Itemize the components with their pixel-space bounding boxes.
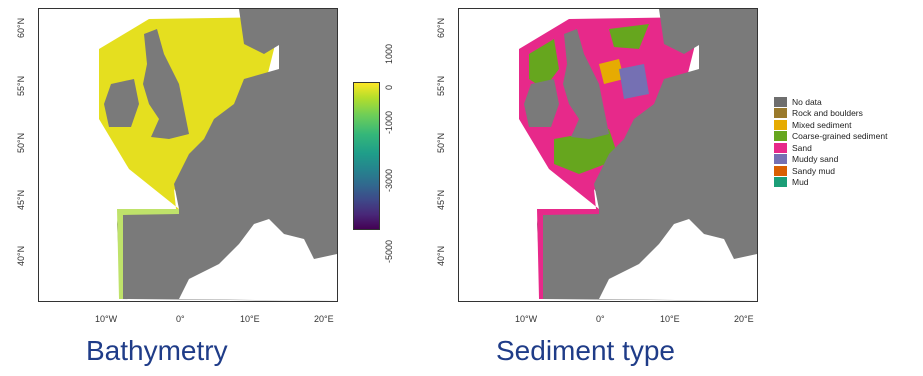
legend-label: Mud — [792, 177, 809, 187]
legend-label: Sand — [792, 143, 812, 153]
legend-label: Mixed sediment — [792, 120, 852, 130]
legend-swatch — [774, 108, 787, 118]
bathymetry-map — [39, 9, 337, 301]
legend-item: Rock and boulders — [774, 108, 887, 120]
legend-label: Coarse-grained sediment — [792, 131, 887, 141]
legend-label: No data — [792, 97, 822, 107]
x-tick-label: 10°W — [515, 314, 537, 324]
legend-swatch — [774, 154, 787, 164]
bathymetry-map-frame — [38, 8, 338, 302]
legend-label: Sandy mud — [792, 166, 835, 176]
y-tick-label: 40°N — [16, 246, 26, 266]
sediment-caption: Sediment type — [496, 335, 675, 367]
colorbar-tick-label: -3000 — [384, 169, 394, 192]
sediment-panel: 60°N 55°N 50°N 45°N 40°N 10°W 0° 10°E 20… — [420, 0, 760, 376]
colorbar-tick-label: 1000 — [384, 44, 394, 64]
legend-item: Sand — [774, 142, 887, 154]
x-tick-label: 20°E — [314, 314, 334, 324]
y-tick-label: 60°N — [16, 18, 26, 38]
y-tick-label: 50°N — [16, 133, 26, 153]
bathymetry-caption: Bathymetry — [86, 335, 228, 367]
x-tick-label: 0° — [596, 314, 605, 324]
x-tick-label: 0° — [176, 314, 185, 324]
x-tick-label: 10°W — [95, 314, 117, 324]
sediment-legend: No data Rock and boulders Mixed sediment Co… — [774, 96, 887, 188]
legend-swatch — [774, 120, 787, 130]
legend-swatch — [774, 177, 787, 187]
bathymetry-colorbar — [353, 82, 380, 230]
x-tick-label: 10°E — [240, 314, 260, 324]
legend-swatch — [774, 166, 787, 176]
legend-swatch — [774, 97, 787, 107]
y-tick-label: 55°N — [16, 76, 26, 96]
legend-swatch — [774, 143, 787, 153]
legend-item: Mixed sediment — [774, 119, 887, 131]
legend-swatch — [774, 131, 787, 141]
legend-item: No data — [774, 96, 887, 108]
x-tick-label: 20°E — [734, 314, 754, 324]
sediment-muddy-sand-patch — [619, 64, 649, 99]
colorbar-tick-label: -1000 — [384, 111, 394, 134]
colorbar-tick-label: -5000 — [384, 240, 394, 263]
bathymetry-panel: 60°N 55°N 50°N 45°N 40°N 10°W 0° 10°E 20… — [0, 0, 340, 376]
colorbar-tick-label: 0 — [384, 85, 394, 90]
legend-item: Sandy mud — [774, 165, 887, 177]
y-tick-label: 40°N — [436, 246, 446, 266]
legend-item: Coarse-grained sediment — [774, 131, 887, 143]
sediment-map-frame — [458, 8, 758, 302]
x-tick-label: 10°E — [660, 314, 680, 324]
y-tick-label: 60°N — [436, 18, 446, 38]
y-tick-label: 50°N — [436, 133, 446, 153]
legend-label: Rock and boulders — [792, 108, 863, 118]
y-tick-label: 45°N — [436, 190, 446, 210]
sediment-map — [459, 9, 757, 301]
legend-item: Mud — [774, 177, 887, 189]
legend-label: Muddy sand — [792, 154, 838, 164]
y-tick-label: 55°N — [436, 76, 446, 96]
legend-item: Muddy sand — [774, 154, 887, 166]
y-tick-label: 45°N — [16, 190, 26, 210]
